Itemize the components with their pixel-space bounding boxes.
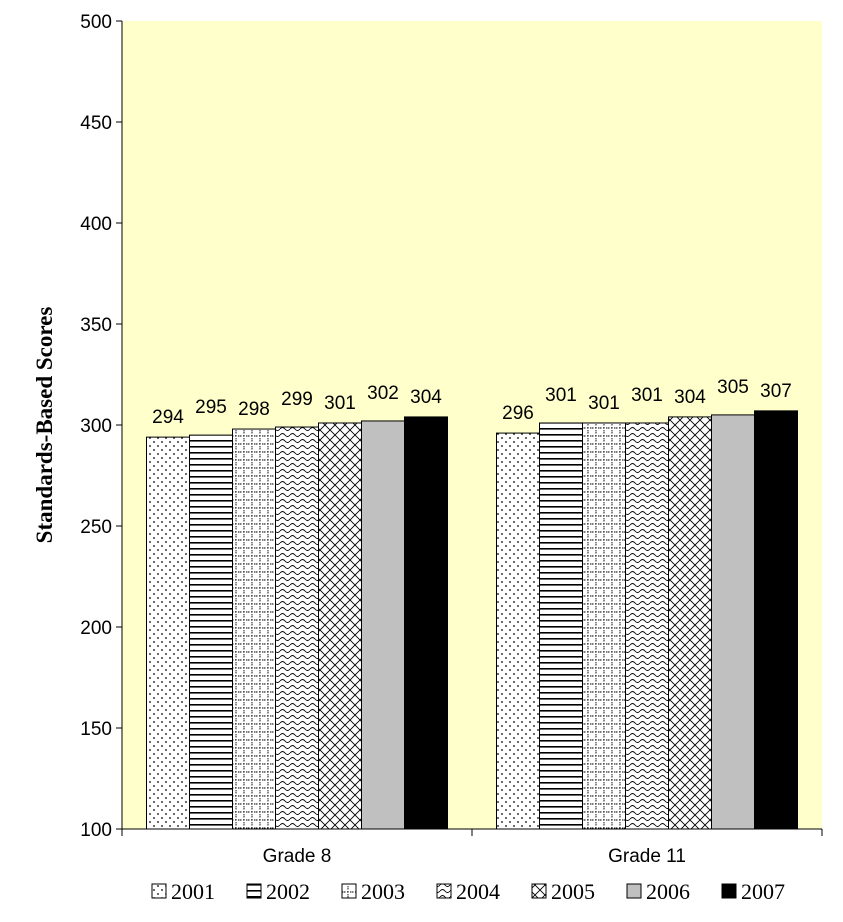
legend-label-2006: 2006 <box>646 879 690 904</box>
data-label: 302 <box>367 383 399 404</box>
bar-2001-grade-8 <box>146 436 190 830</box>
y-tick-label: 400 <box>80 214 112 235</box>
y-tick-label: 200 <box>80 618 112 639</box>
legend-label-2005: 2005 <box>551 879 595 904</box>
y-tick-label: 500 <box>80 12 112 33</box>
bar-2003-grade-8 <box>232 428 276 830</box>
legend-swatch-2003 <box>341 883 357 899</box>
bar-2001-grade-11 <box>496 432 540 830</box>
data-label: 299 <box>281 389 313 410</box>
bar-2006-grade-11 <box>711 414 755 830</box>
legend-swatch-2001 <box>151 883 167 899</box>
legend-label-2003: 2003 <box>361 879 405 904</box>
bar-2002-grade-11 <box>539 422 583 830</box>
data-label: 301 <box>631 385 663 406</box>
legend-swatch-2005 <box>531 883 547 899</box>
legend-label-2002: 2002 <box>266 879 310 904</box>
bar-2002-grade-8 <box>189 434 233 830</box>
data-label: 304 <box>410 387 442 408</box>
y-tick-label: 300 <box>80 416 112 437</box>
data-label: 304 <box>674 387 706 408</box>
data-label: 296 <box>502 403 534 424</box>
legend-swatch-2002 <box>246 883 262 899</box>
data-label: 307 <box>760 381 792 402</box>
data-label: 295 <box>195 397 227 418</box>
y-tick-label: 250 <box>80 517 112 538</box>
bar-2007-grade-8 <box>404 416 448 830</box>
data-label: 301 <box>588 393 620 414</box>
legend-label-2001: 2001 <box>171 879 215 904</box>
bar-2003-grade-11 <box>582 422 626 830</box>
bar-2007-grade-11 <box>754 410 798 830</box>
bar-2006-grade-8 <box>361 420 405 830</box>
y-tick-label: 350 <box>80 315 112 336</box>
bar-2004-grade-11 <box>625 422 669 830</box>
x-category-label: Grade 11 <box>608 846 686 867</box>
bar-2004-grade-8 <box>275 426 319 830</box>
data-label: 301 <box>545 385 577 406</box>
data-label: 301 <box>324 393 356 414</box>
legend-swatch-2007 <box>721 883 737 899</box>
data-label: 298 <box>238 399 270 420</box>
legend-label-2004: 2004 <box>456 879 500 904</box>
y-axis-title: Standards-Based Scores <box>32 307 57 544</box>
legend-swatch-2004 <box>436 883 452 899</box>
y-tick-label: 150 <box>80 719 112 740</box>
bar-2005-grade-11 <box>668 416 712 830</box>
x-category-label: Grade 8 <box>263 846 332 867</box>
legend-label-2007: 2007 <box>741 879 785 904</box>
data-label: 294 <box>152 407 184 428</box>
y-tick-label: 100 <box>80 820 112 841</box>
data-label: 305 <box>717 377 749 398</box>
y-tick-label: 450 <box>80 113 112 134</box>
legend-swatch-2006 <box>626 883 642 899</box>
bar-2005-grade-8 <box>318 422 362 830</box>
